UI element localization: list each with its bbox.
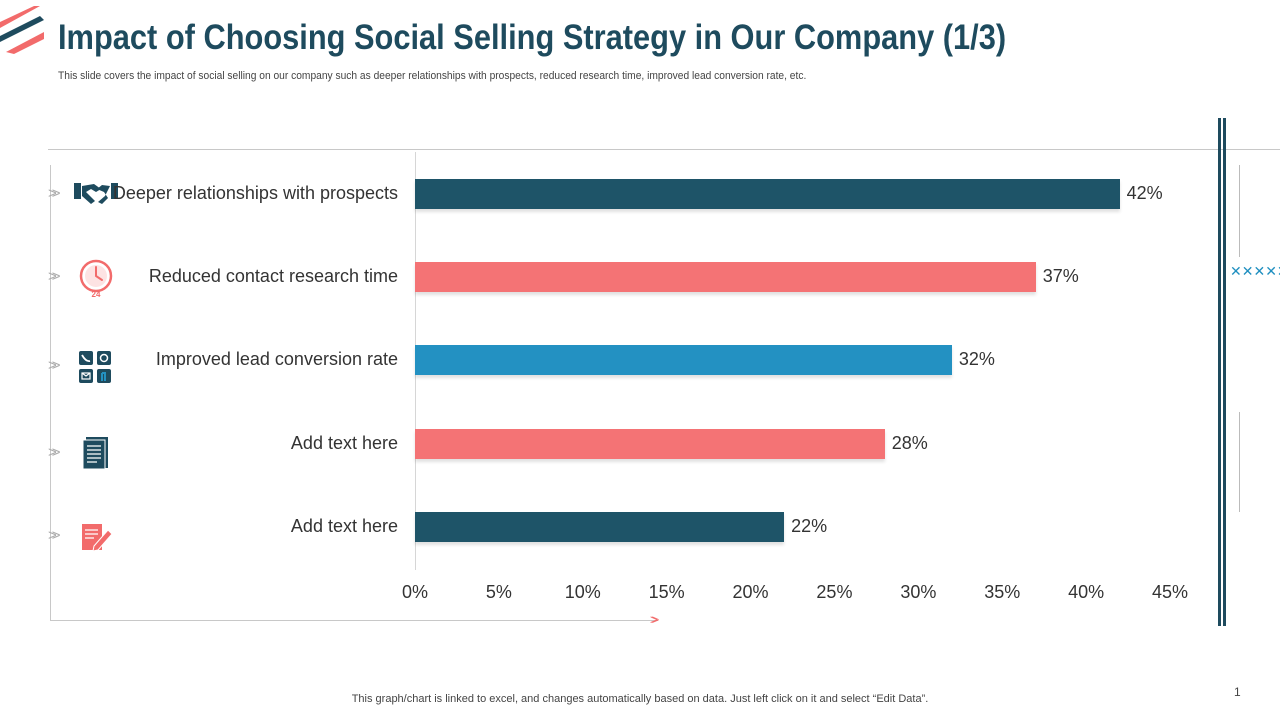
contact-channels-icon [79,351,111,383]
category-label: Deeper relationships with prospects [112,183,398,203]
bar[interactable] [415,512,785,542]
bar-value-label: 28% [891,433,928,453]
right-decor-line [1239,165,1240,257]
row-bullet-icon: >> [48,357,60,374]
edit-document-icon [82,524,113,552]
document-icon [82,437,108,470]
x-tick-label: 35% [984,582,1021,602]
x-tick-label: 30% [900,582,937,602]
x-tick-label: 0% [401,582,428,602]
page-number: 1 [1234,685,1241,699]
bar-value-label: 42% [1126,183,1163,203]
bar[interactable] [415,345,952,375]
clock-24-icon: 24 [79,259,113,298]
bar-value-label: 32% [958,349,995,369]
x-tick-label: 20% [732,582,769,602]
handshake-icon [74,183,118,204]
x-tick-label: 45% [1151,582,1189,602]
slide-title: Impact of Choosing Social Selling Strate… [58,18,1007,57]
bar-value-label: 37% [1042,266,1079,286]
x-tick-label: 10% [564,582,601,602]
x-tick-label: 40% [1068,582,1105,602]
frame-top-line [48,149,1280,150]
frame-left-line [50,165,51,620]
bar-value-label: 22% [791,516,828,536]
right-decor-line [1239,412,1240,512]
chart-footnote: This graph/chart is linked to excel, and… [351,693,929,705]
bar[interactable] [415,179,1120,209]
bar[interactable] [415,429,885,459]
slide-subtitle: This slide covers the impact of social s… [58,70,807,82]
svg-text:24: 24 [92,290,101,298]
right-accent-bar [1223,118,1226,626]
frame-bottom-line [50,620,658,621]
x-tick-label: 15% [648,582,685,602]
row-bullet-icon: >> [48,444,60,461]
frame-arrow-icon: >> [650,612,660,627]
x-tick-label: 5% [485,582,512,602]
right-decor-x-marks: ✕✕✕✕✕✕✕✕✕ [1230,263,1280,279]
right-accent-bar [1218,118,1221,626]
category-label: Add text here [290,433,398,453]
category-label: Add text here [290,516,398,536]
category-label: Improved lead conversion rate [155,349,398,369]
row-bullet-icon: >> [48,185,60,202]
category-label: Reduced contact research time [148,266,398,286]
row-bullet-icon: >> [48,527,60,544]
x-tick-label: 25% [816,582,853,602]
company-logo-icon [0,6,44,54]
bar[interactable] [415,262,1036,292]
row-bullet-icon: >> [48,268,60,285]
